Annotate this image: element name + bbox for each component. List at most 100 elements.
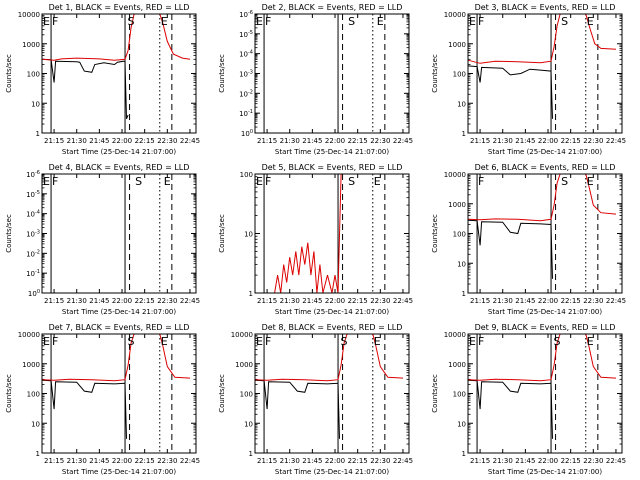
phase-marker: F	[265, 15, 271, 28]
y-tick-label: 1	[462, 290, 466, 298]
x-tick-label: 22:00	[538, 297, 558, 305]
y-tick-label: 1000	[22, 361, 40, 369]
x-tick-label: 22:45	[180, 137, 200, 145]
y-tick-label: 1	[249, 450, 253, 458]
x-tick-label: 22:00	[325, 297, 345, 305]
x-tick-label: 21:15	[44, 457, 64, 465]
chart-panel-1: Det 1, BLACK = Events, RED = LLD Counts/s…	[5, 3, 200, 156]
chart-title: Det 4, BLACK = Events, RED = LLD	[49, 163, 190, 172]
x-tick-label: 22:30	[370, 297, 390, 305]
x-tick-label: 21:15	[257, 457, 277, 465]
phase-marker: S	[128, 335, 135, 348]
x-tick-label: 21:30	[67, 457, 87, 465]
y-tick-label: 10-1	[26, 269, 40, 278]
phase-marker: E	[43, 175, 50, 188]
x-tick-label: 22:45	[393, 137, 413, 145]
series-line-lld	[274, 173, 345, 294]
y-tick-label: 1000	[448, 41, 466, 49]
phase-marker: S	[561, 175, 568, 188]
x-tick-label: 22:15	[348, 457, 368, 465]
series-line-events	[467, 219, 553, 279]
y-tick-label: 100	[27, 391, 40, 399]
x-tick-label: 21:30	[280, 297, 300, 305]
series-line-lld	[467, 13, 617, 64]
phase-marker: E	[164, 175, 171, 188]
phase-marker: S	[348, 15, 355, 28]
x-tick-label: 21:15	[257, 297, 277, 305]
chart-panel-6: Det 6, BLACK = Events, RED = LLD Counts/s…	[431, 163, 626, 316]
y-tick-label: 10-1	[239, 109, 253, 118]
x-axis-label: Start Time (25-Dec-14 21:07:00)	[488, 308, 602, 316]
x-tick-label: 21:15	[470, 457, 490, 465]
x-tick-label: 21:30	[280, 137, 300, 145]
x-tick-label: 21:45	[89, 297, 109, 305]
x-axis-label: Start Time (25-Dec-14 21:07:00)	[488, 148, 602, 156]
y-tick-label: 10-3	[239, 70, 253, 79]
x-tick-label: 21:15	[470, 137, 490, 145]
y-tick-label: 10000	[18, 11, 40, 19]
x-tick-label: 22:00	[325, 457, 345, 465]
phase-marker: S	[128, 15, 135, 28]
x-tick-label: 22:45	[393, 457, 413, 465]
phase-marker: F	[52, 335, 58, 348]
chart-panel-5: Det 5, BLACK = Events, RED = LLD Counts/s…	[218, 163, 413, 316]
series-line-events	[467, 65, 553, 119]
chart-panel-7: Det 7, BLACK = Events, RED = LLD Counts/s…	[5, 323, 200, 476]
y-tick-label: 10-4	[239, 50, 253, 59]
x-tick-label: 22:30	[157, 297, 177, 305]
x-tick-label: 22:15	[135, 297, 155, 305]
y-tick-label: 1000	[235, 361, 253, 369]
plot-frame	[467, 173, 623, 294]
chart-title: Det 1, BLACK = Events, RED = LLD	[49, 3, 190, 12]
x-tick-label: 21:45	[302, 457, 322, 465]
y-tick-label: 100	[241, 129, 253, 138]
x-tick-label: 22:15	[348, 297, 368, 305]
phase-marker: E	[587, 335, 594, 348]
y-tick-label: 10-6	[26, 170, 40, 179]
y-axis-label: Counts/sec	[218, 214, 226, 253]
x-axis-label: Start Time (25-Dec-14 21:07:00)	[275, 308, 389, 316]
y-tick-label: 10	[31, 420, 40, 428]
x-axis-label: Start Time (25-Dec-14 21:07:00)	[62, 468, 176, 476]
x-axis-label: Start Time (25-Dec-14 21:07:00)	[62, 148, 176, 156]
x-tick-label: 22:45	[393, 297, 413, 305]
x-tick-label: 22:00	[538, 457, 558, 465]
x-tick-label: 21:30	[493, 137, 513, 145]
y-tick-label: 10-2	[26, 249, 40, 258]
series-line-lld	[467, 173, 617, 222]
y-tick-label: 10-2	[239, 89, 253, 98]
x-tick-label: 22:30	[583, 297, 603, 305]
chart-panel-4: Det 4, BLACK = Events, RED = LLD Counts/s…	[5, 163, 200, 316]
y-tick-label: 1000	[448, 361, 466, 369]
chart-panel-8: Det 8, BLACK = Events, RED = LLD Counts/s…	[218, 323, 413, 476]
x-tick-label: 21:30	[67, 297, 87, 305]
x-tick-label: 22:45	[606, 297, 626, 305]
phase-marker: E	[256, 15, 263, 28]
x-tick-label: 22:30	[370, 457, 390, 465]
series-line-lld	[41, 333, 191, 382]
x-tick-label: 21:15	[470, 297, 490, 305]
phase-marker: E	[161, 335, 168, 348]
phase-marker: F	[265, 175, 271, 188]
phase-marker: F	[52, 175, 58, 188]
x-tick-label: 21:15	[257, 137, 277, 145]
x-tick-label: 21:45	[302, 297, 322, 305]
chart-title: Det 5, BLACK = Events, RED = LLD	[262, 163, 403, 172]
chart-title: Det 9, BLACK = Events, RED = LLD	[475, 323, 616, 332]
series-line-events	[467, 379, 553, 439]
x-tick-label: 22:15	[561, 297, 581, 305]
phase-marker: E	[43, 15, 50, 28]
x-axis-label: Start Time (25-Dec-14 21:07:00)	[275, 148, 389, 156]
y-axis-label: Counts/sec	[431, 374, 439, 413]
phase-marker: F	[265, 335, 271, 348]
y-tick-label: 100	[240, 391, 253, 399]
y-axis-label: Counts/sec	[5, 374, 13, 413]
phase-marker: E	[469, 335, 476, 348]
y-tick-label: 10	[31, 100, 40, 108]
y-axis-label: Counts/sec	[431, 54, 439, 93]
x-tick-label: 21:45	[302, 137, 322, 145]
x-tick-label: 22:15	[561, 137, 581, 145]
series-line-events	[254, 379, 340, 439]
series-line-lld	[254, 333, 404, 382]
phase-marker: E	[161, 15, 168, 28]
